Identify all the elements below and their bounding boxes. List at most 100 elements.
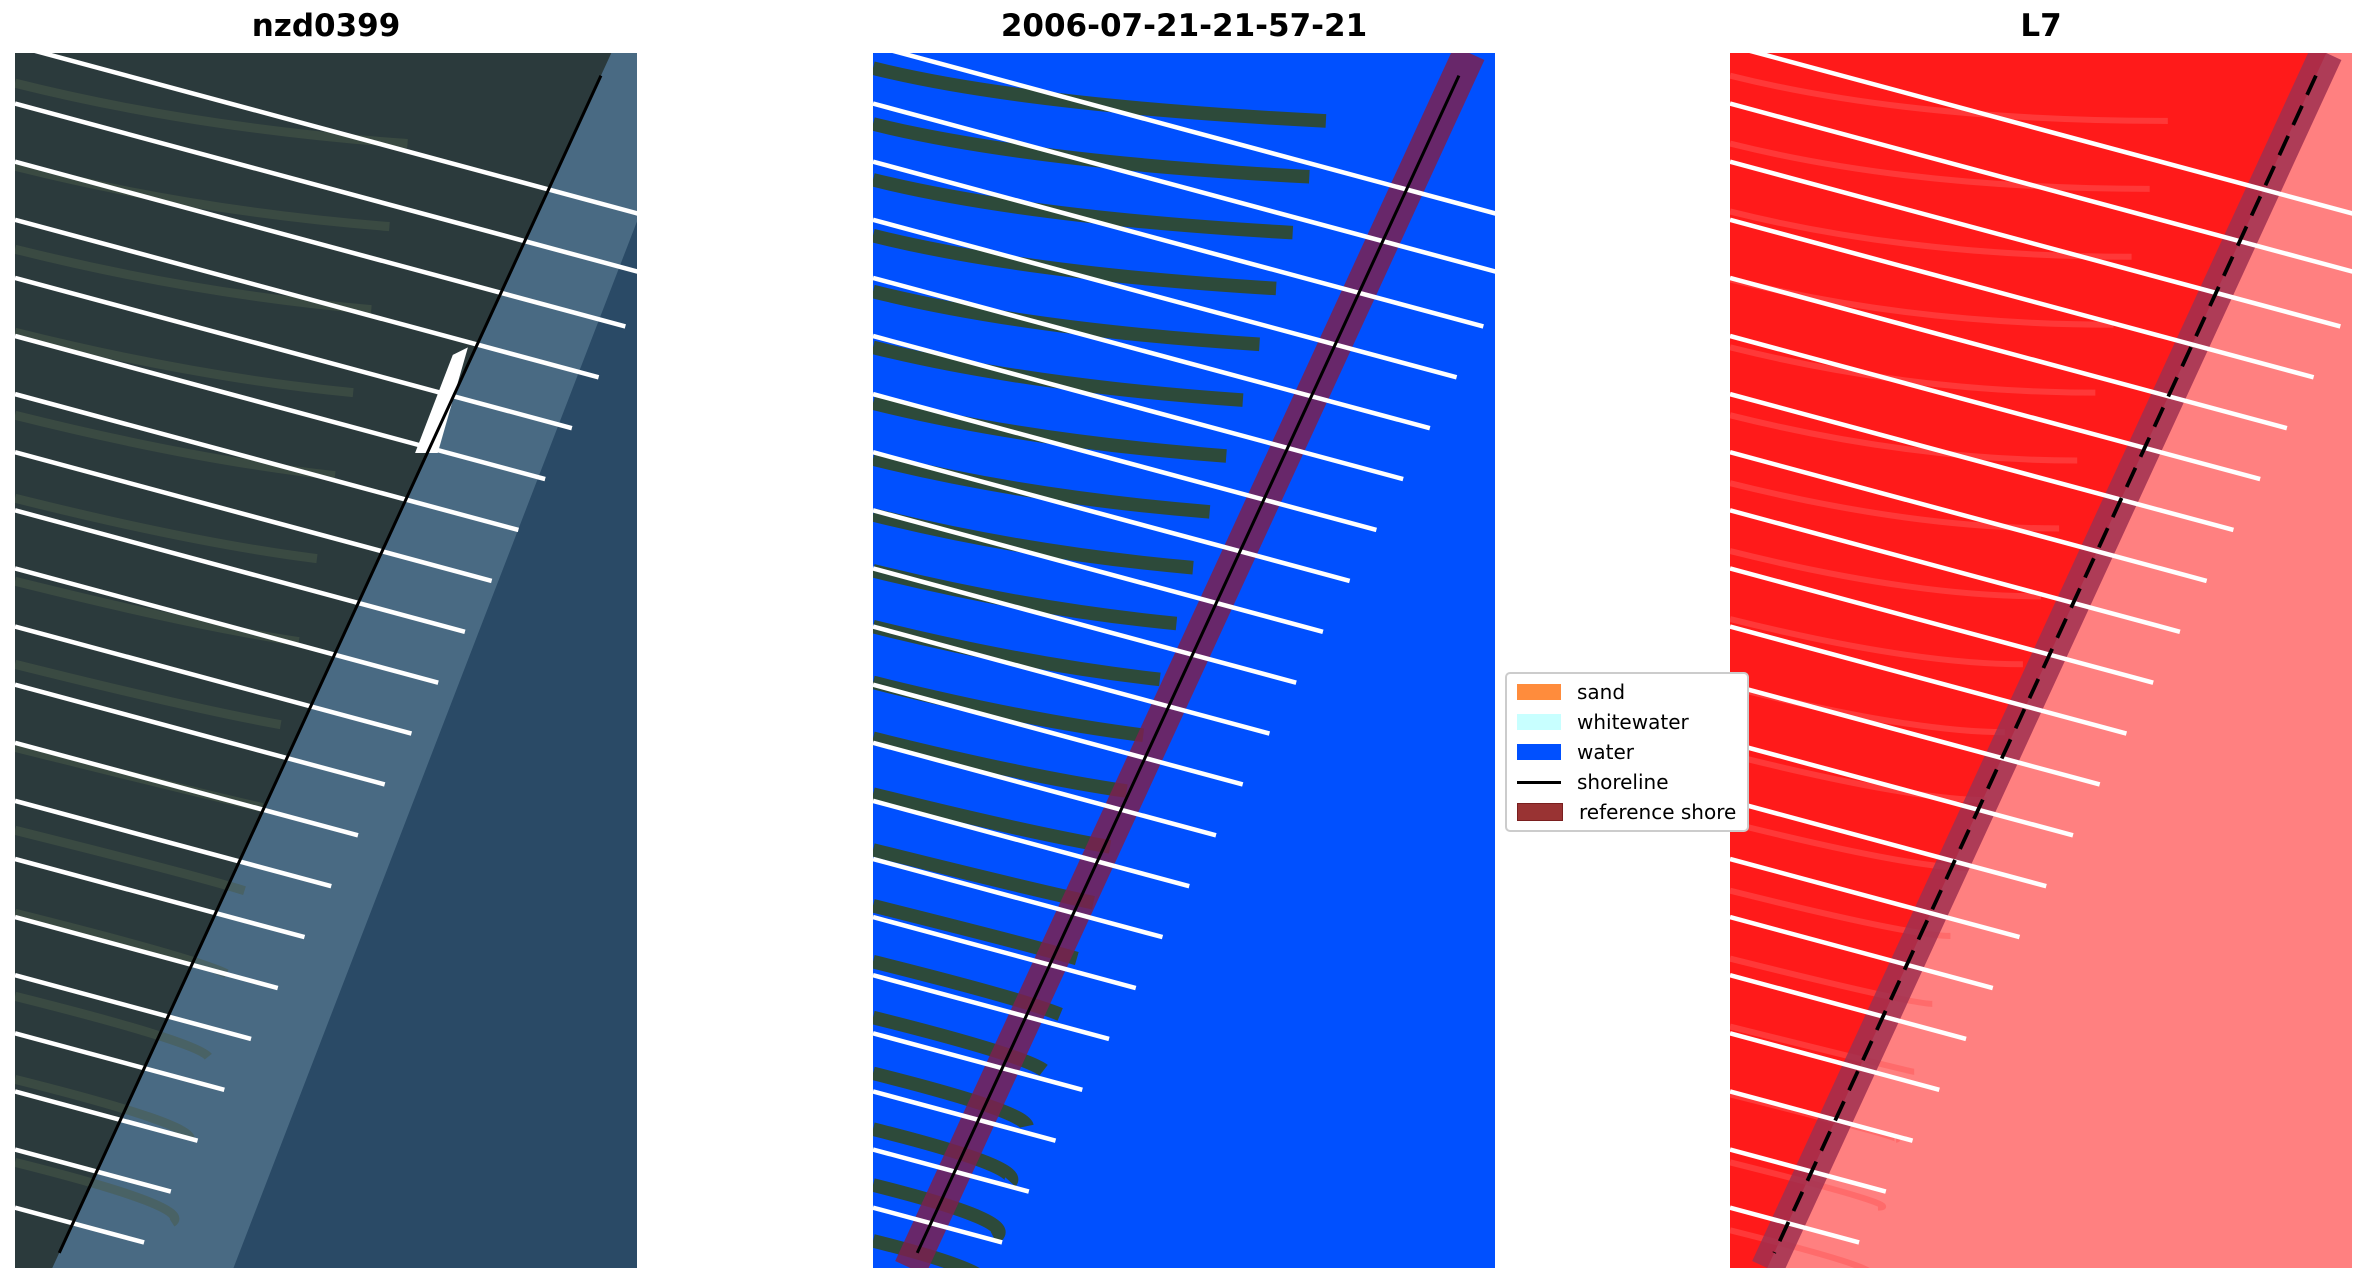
panel-title-3: L7: [2020, 8, 2062, 44]
legend-label: reference shore: [1579, 800, 1737, 824]
transect-line: [15, 973, 252, 1042]
terrain-ridge: [15, 1074, 195, 1142]
terrain-texture: [1730, 344, 2096, 396]
transect-line: [892, 53, 1495, 216]
transect-line: [873, 450, 1351, 584]
transect-line: [873, 1147, 1030, 1194]
transect-line: [1730, 101, 2352, 274]
transect-line: [15, 217, 600, 380]
transect-line: [873, 275, 1431, 431]
land-class-patch: [873, 117, 1310, 184]
transect-line: [873, 391, 1377, 533]
panel-title-2: 2006-07-21-21-57-21: [1000, 8, 1368, 44]
transect-line: [1730, 391, 2234, 533]
transect-line: [1730, 624, 2128, 736]
detected-shoreline: [57, 75, 603, 1254]
transect-line: [15, 333, 546, 482]
transect-line: [1730, 682, 2101, 787]
transect-line: [873, 101, 1495, 274]
terrain-texture: [1730, 72, 2168, 124]
legend-item-whitewater: whitewater: [1517, 710, 1689, 734]
terrain-ridge: [15, 78, 408, 149]
transect-line: [15, 1205, 145, 1245]
land-class-patch: [873, 396, 1227, 463]
transect-line: [1730, 856, 2021, 940]
land-class-patch: [873, 1178, 1006, 1244]
transect-line: [873, 1031, 1083, 1092]
land-class-patch: [873, 1010, 1048, 1076]
terrain-ridge: [15, 161, 390, 232]
water-swatch: [1517, 744, 1561, 760]
transect-line: [1730, 450, 2208, 584]
transect-line: [1730, 566, 2154, 685]
transect-line: [1749, 53, 2352, 216]
transect-line: [15, 566, 439, 685]
transect-line: [1730, 1205, 1860, 1245]
transect-line: [873, 624, 1271, 736]
classified-image-panel: [873, 53, 1495, 1268]
detected-shoreline: [915, 75, 1461, 1254]
land-class-patch: [873, 675, 1145, 742]
terrain-texture: [1730, 412, 2078, 464]
shoreline-line-swatch: [1517, 780, 1561, 784]
terrain-ridge: [15, 991, 212, 1061]
transect-line: [1730, 914, 1994, 991]
transect-line: [15, 1031, 225, 1092]
transect-line: [1730, 275, 2288, 431]
land-class-patch: [873, 452, 1211, 519]
transect-line: [15, 1147, 172, 1194]
transect-line: [34, 53, 637, 216]
transect-line: [1730, 333, 2261, 482]
legend-label: shoreline: [1577, 770, 1669, 794]
transect-line: [15, 159, 626, 329]
terrain-texture: [1730, 955, 1933, 1007]
legend-label: sand: [1577, 680, 1626, 704]
legend-item-shoreline: shoreline: [1517, 770, 1669, 794]
transect-line: [873, 856, 1164, 940]
mndwi-image-panel: [1730, 53, 2352, 1268]
legend-item-reference-shoreline: reference shore: [1517, 800, 1736, 824]
panel-title-1: nzd0399: [251, 8, 401, 44]
land-class-patch: [873, 61, 1327, 128]
rgb-image-panel: [15, 53, 637, 1268]
transect-line: [873, 566, 1297, 685]
terrain-ridge: [15, 659, 282, 730]
transect-line: [1730, 740, 2074, 838]
transect-line: [15, 1089, 199, 1143]
land-class-patch: [873, 787, 1112, 854]
transect-line: [15, 391, 519, 533]
legend-label: whitewater: [1577, 710, 1689, 734]
terrain-ridge: [15, 1157, 180, 1227]
terrain-texture: [1730, 140, 2150, 192]
transect-line: [1730, 973, 1967, 1042]
transect-line: [15, 740, 359, 838]
transect-line: [873, 333, 1404, 482]
legend-item-water: water: [1517, 740, 1634, 764]
legend-item-sand: sand: [1517, 680, 1625, 704]
transect-line: [873, 682, 1244, 787]
transect-line: [15, 856, 306, 940]
transect-line: [873, 159, 1484, 329]
transect-line: [873, 1089, 1057, 1143]
transect-line: [873, 1205, 1003, 1245]
transect-line: [15, 508, 466, 634]
land-class-patch: [873, 508, 1194, 575]
transect-line: [15, 275, 573, 431]
transect-line: [15, 914, 279, 991]
transect-line: [873, 217, 1458, 380]
transect-line: [1730, 159, 2341, 329]
legend-label: water: [1577, 740, 1634, 764]
transect-line: [873, 508, 1324, 634]
transect-line: [873, 914, 1137, 991]
transect-line: [15, 682, 386, 787]
transect-line: [1730, 508, 2181, 634]
terrain-texture: [1730, 480, 2060, 532]
transect-line: [15, 101, 637, 274]
transect-line: [873, 798, 1190, 889]
transect-line: [1730, 1089, 1914, 1143]
transect-line: [873, 740, 1217, 838]
terrain-ridge: [15, 327, 354, 398]
transect-line: [15, 798, 332, 889]
transect-line: [1730, 1147, 1887, 1194]
terrain-texture: [1730, 616, 2023, 668]
